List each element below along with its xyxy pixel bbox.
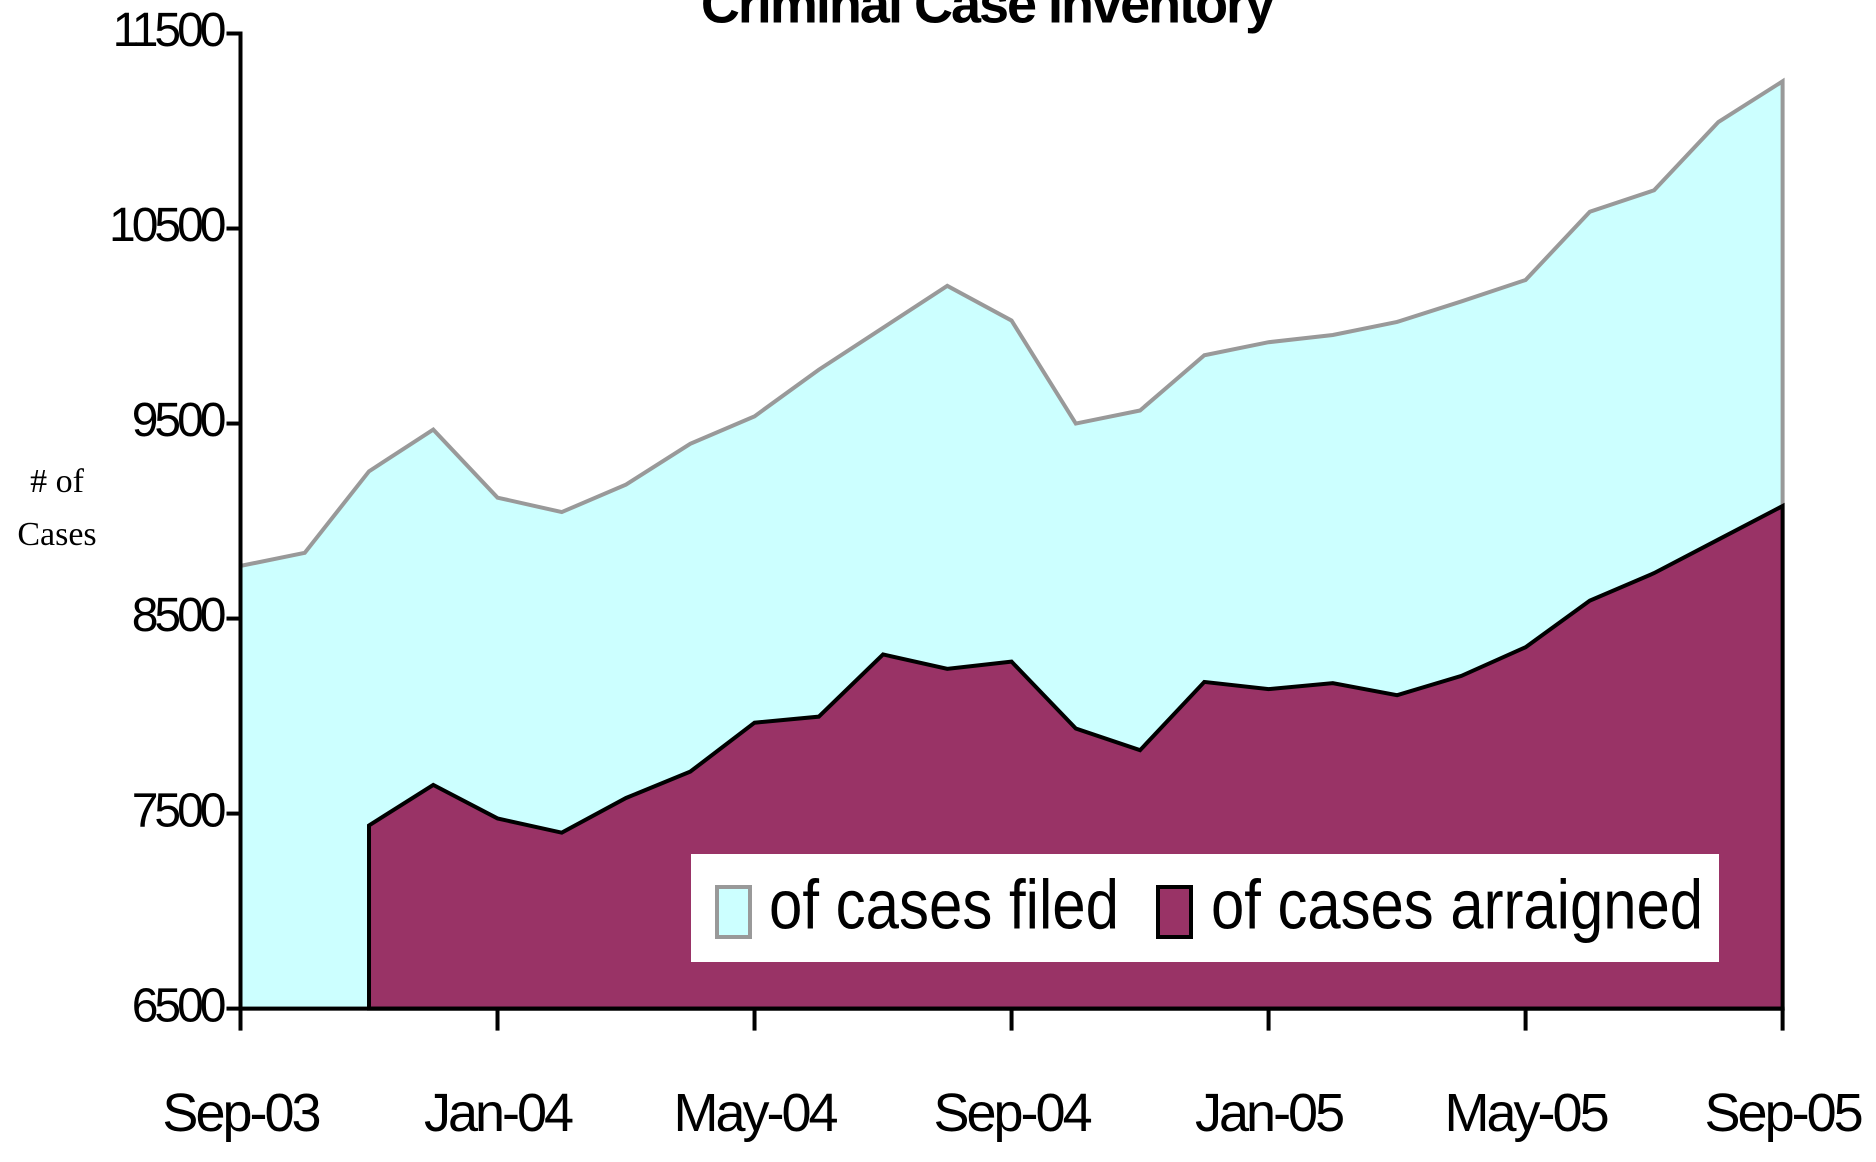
chart-title: Criminal Case Inventory — [701, 0, 1275, 34]
x-tick-label: Sep-03 — [162, 1083, 319, 1143]
y-axis-label: # of Cases — [17, 463, 97, 553]
y-tick-label: 9500 — [132, 394, 225, 447]
legend-label: of cases filed — [769, 865, 1119, 943]
x-tick-label: Sep-04 — [933, 1083, 1091, 1143]
x-tick-label: Jan-05 — [1195, 1083, 1343, 1143]
legend-label: of cases arraigned — [1211, 865, 1703, 943]
y-tick-label: 7500 — [132, 784, 225, 837]
legend-box — [691, 854, 1719, 962]
x-tick-label: May-05 — [1445, 1083, 1608, 1143]
x-tick-label: Sep-05 — [1705, 1083, 1862, 1143]
x-tick-label: Jan-04 — [424, 1083, 573, 1143]
y-tick-label: 8500 — [132, 589, 225, 642]
y-tick-label: 11500 — [113, 4, 225, 57]
legend-swatch — [1156, 885, 1193, 939]
x-tick-label: May-04 — [674, 1083, 838, 1143]
y-tick-label: 10500 — [109, 199, 225, 252]
y-tick-label: 6500 — [132, 979, 225, 1032]
legend-swatch — [715, 885, 752, 939]
